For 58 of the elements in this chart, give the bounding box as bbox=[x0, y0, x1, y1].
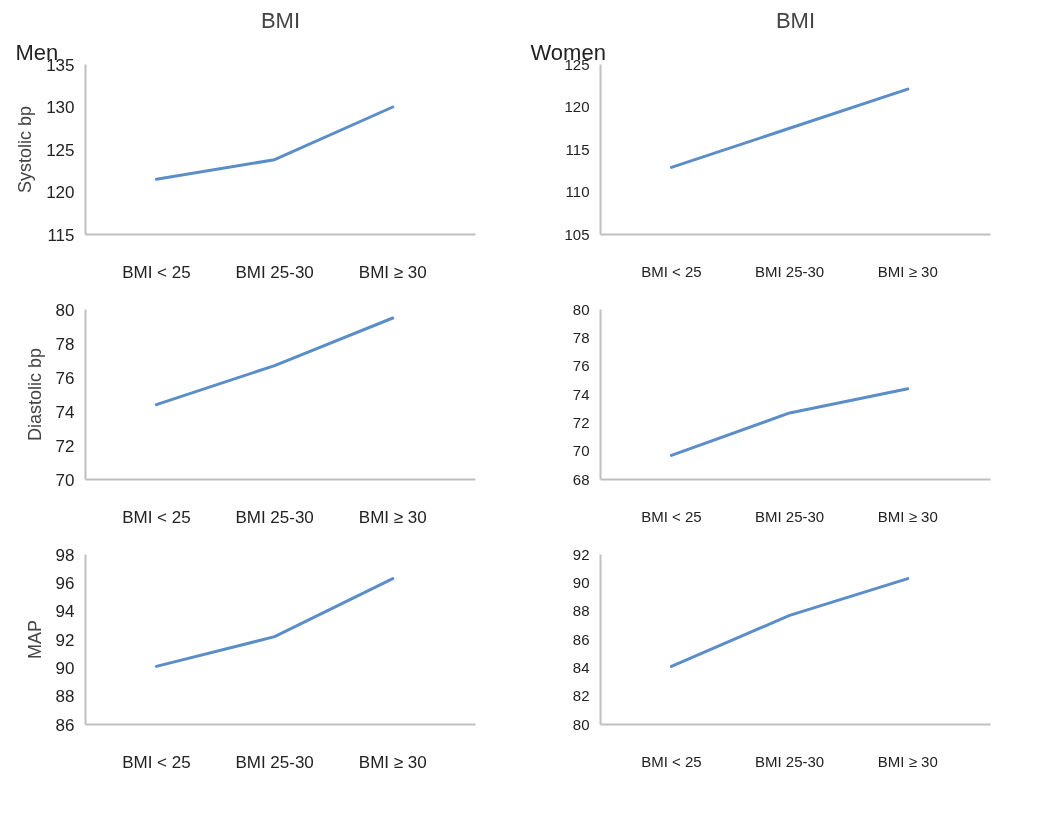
y-tick-label: 120 bbox=[46, 183, 75, 202]
y-axis-title: Diastolic bp bbox=[24, 347, 45, 442]
chart-title: BMI bbox=[775, 7, 816, 33]
y-tick-label: 72 bbox=[55, 436, 75, 456]
y-tick-label: 88 bbox=[572, 602, 590, 620]
y-tick-label: 74 bbox=[572, 385, 590, 403]
y-axis-title: MAP bbox=[24, 619, 45, 659]
x-tick-label: BMI 25-30 bbox=[754, 507, 825, 525]
y-tick-label: 74 bbox=[55, 402, 75, 422]
chart-title: BMI bbox=[260, 7, 301, 33]
x-tick-label: BMI 25-30 bbox=[235, 262, 314, 282]
y-tick-label: 110 bbox=[565, 183, 590, 200]
y-tick-label: 120 bbox=[564, 98, 590, 115]
x-tick-label: BMI < 25 bbox=[122, 262, 191, 282]
y-tick-label: 76 bbox=[55, 368, 75, 388]
y-tick-label: 78 bbox=[55, 334, 75, 354]
y-tick-label: 68 bbox=[572, 470, 590, 488]
x-tick-label: BMI 25-30 bbox=[235, 752, 314, 772]
x-tick-label: BMI 25-30 bbox=[754, 262, 825, 280]
x-tick-label: BMI < 25 bbox=[641, 262, 702, 280]
y-tick-label: 92 bbox=[572, 545, 590, 563]
y-tick-label: 88 bbox=[55, 687, 75, 707]
x-tick-label: BMI ≥ 30 bbox=[877, 262, 938, 280]
x-tick-label: BMI ≥ 30 bbox=[358, 752, 427, 772]
y-tick-label: 125 bbox=[46, 140, 75, 160]
x-tick-label: BMI < 25 bbox=[122, 752, 191, 772]
y-axis-title: Systolic bp bbox=[15, 105, 36, 194]
y-tick-label: 80 bbox=[572, 715, 590, 733]
y-tick-label: 96 bbox=[55, 573, 75, 593]
y-tick-label: 94 bbox=[55, 602, 75, 622]
y-tick-label: 90 bbox=[572, 573, 590, 591]
x-tick-label: BMI < 25 bbox=[641, 507, 702, 525]
y-tick-label: 115 bbox=[47, 225, 75, 245]
x-tick-label: BMI 25-30 bbox=[754, 752, 825, 770]
y-tick-label: 86 bbox=[55, 715, 75, 735]
y-tick-label: 72 bbox=[572, 413, 590, 431]
x-tick-label: BMI ≥ 30 bbox=[358, 262, 427, 282]
y-tick-label: 90 bbox=[55, 658, 75, 678]
y-tick-label: 80 bbox=[55, 300, 75, 320]
x-tick-label: BMI ≥ 30 bbox=[877, 752, 938, 770]
y-tick-label: 130 bbox=[46, 98, 75, 117]
y-tick-label: 78 bbox=[572, 328, 590, 346]
y-tick-label: 70 bbox=[572, 442, 590, 460]
y-tick-label: 82 bbox=[572, 687, 590, 705]
y-tick-label: 70 bbox=[55, 470, 75, 490]
y-tick-label: 98 bbox=[55, 545, 75, 565]
y-tick-label: 105 bbox=[564, 225, 590, 243]
x-tick-label: BMI ≥ 30 bbox=[358, 507, 427, 527]
x-tick-label: BMI 25-30 bbox=[235, 507, 314, 527]
x-tick-label: BMI < 25 bbox=[641, 752, 702, 770]
y-tick-label: 86 bbox=[572, 630, 590, 648]
y-tick-label: 80 bbox=[572, 300, 590, 318]
y-tick-label: 115 bbox=[565, 140, 590, 158]
y-tick-label: 76 bbox=[572, 357, 590, 375]
y-tick-label: 92 bbox=[55, 630, 75, 650]
y-tick-label: 84 bbox=[572, 658, 590, 676]
x-tick-label: BMI < 25 bbox=[122, 507, 191, 527]
x-tick-label: BMI ≥ 30 bbox=[877, 507, 938, 525]
